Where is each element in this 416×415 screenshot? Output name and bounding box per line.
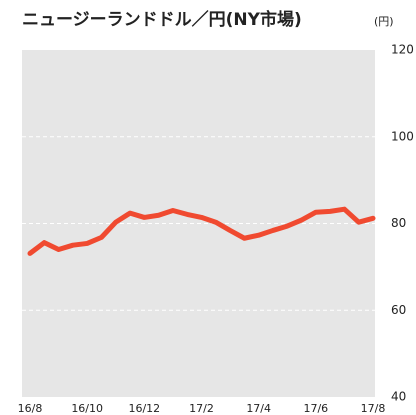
x-tick-label: 16/8 [18, 402, 43, 415]
chart-title: ニュージーランドドル／円(NY市場) [22, 9, 302, 30]
x-tick-label: 16/12 [128, 402, 160, 415]
x-tick-label: 17/8 [361, 402, 386, 415]
line [27, 206, 376, 256]
y-tick-label: 100 [391, 129, 414, 143]
y-tick-label: 60 [391, 303, 406, 317]
x-tick-label: 17/4 [246, 402, 271, 415]
x-tick-label: 16/10 [71, 402, 103, 415]
y-tick-label: 40 [391, 390, 406, 404]
x-tick-label: 17/2 [189, 402, 214, 415]
y-tick-label: 80 [391, 216, 406, 230]
y-tick-label: 120 [391, 43, 414, 57]
x-tick-label: 17/6 [303, 402, 328, 415]
unit-label: (円) [374, 15, 394, 28]
